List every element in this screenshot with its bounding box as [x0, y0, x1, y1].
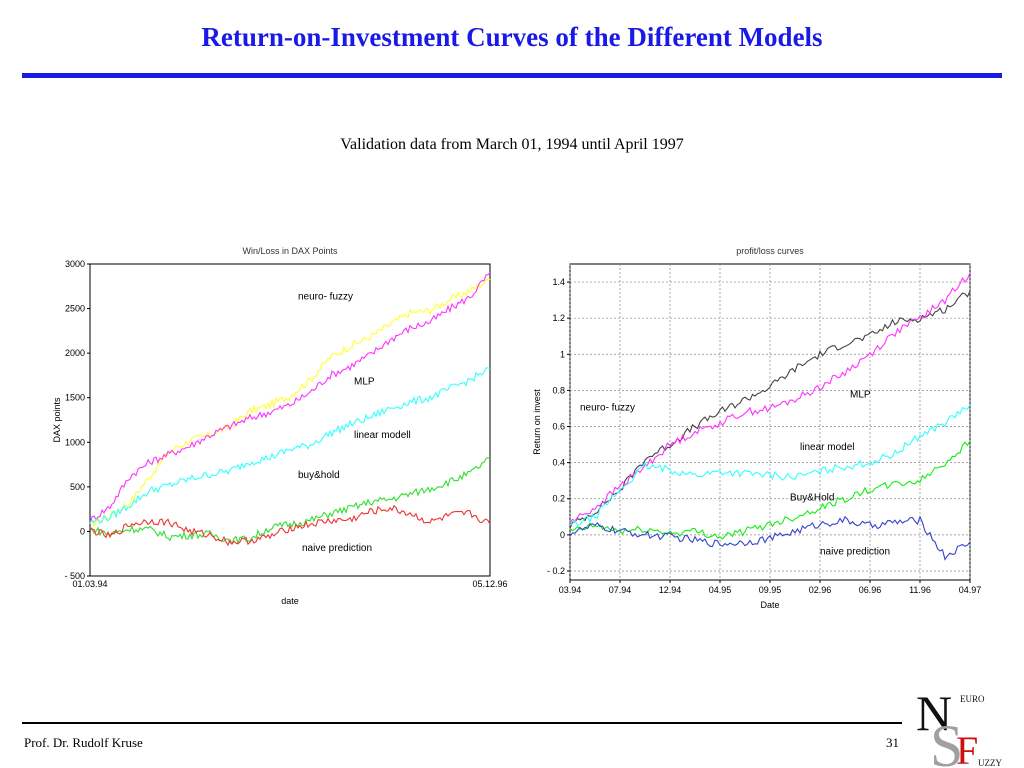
chart0-title: Win/Loss in DAX Points [242, 246, 338, 256]
chart0-y-tick-label-0: 3000 [65, 259, 85, 269]
logo-letter-s: S [930, 713, 963, 768]
chart0-y-tick-label-1: 2500 [65, 304, 85, 314]
chart0-x-tick-label-0: 01.03.94 [72, 579, 107, 589]
chart0-y-tick-label-3: 1500 [65, 393, 85, 403]
chart0-annotation-2: linear modell [354, 430, 411, 441]
chart0-y-tick-label-2: 2000 [65, 348, 85, 358]
chart1-x-tick-label-8: 04.97 [959, 585, 982, 595]
chart1-series-line-2 [569, 404, 971, 526]
footer-author: Prof. Dr. Rudolf Kruse [24, 735, 143, 750]
chart1-x-tick-label-4: 09.95 [759, 585, 782, 595]
logo-uzzy-text: UZZY [978, 758, 1002, 768]
chart1-y-tick-label-8: - 0.2 [547, 566, 565, 576]
footer-rule [22, 722, 902, 724]
chart1-x-tick-label-6: 06.96 [859, 585, 882, 595]
chart1-annotation-3: Buy&Hold [790, 493, 834, 504]
chart1-x-tick-label-1: 07.94 [609, 585, 632, 595]
chart1-y-tick-label-7: 0 [560, 530, 565, 540]
chart1-series-line-3 [569, 440, 971, 540]
chart0-series-line-2 [89, 367, 491, 524]
profit-loss-chart: profit/loss curves 1.4 1.2 1 0.8 0.6 0.4 0.2 0 - … [525, 240, 995, 610]
profit-loss-chart-svg: profit/loss curves 1.4 1.2 1 0.8 0.6 0.4 0.2 0 - … [532, 246, 982, 610]
chart0-series-line-1 [89, 272, 491, 524]
chart0-series-line-0 [89, 278, 491, 527]
chart1-x-tick-label-5: 02.96 [809, 585, 832, 595]
chart1-title: profit/loss curves [736, 246, 804, 256]
dax-points-chart-svg: Win/Loss in DAX Points 3000 2500 2000 1500 10… [52, 246, 508, 606]
chart1-y-tick-label-6: 0.2 [552, 494, 565, 504]
chart1-series-line-4 [569, 515, 971, 561]
chart0-series-line-3 [89, 457, 491, 546]
chart0-series-line-4 [89, 504, 491, 547]
chart1-y-axis-label: Return on invest [532, 389, 542, 455]
chart0-annotation-3: buy&hold [298, 470, 340, 481]
title-rule [22, 73, 1002, 78]
chart1-series-line-0 [569, 290, 971, 529]
chart1-annotation-2: linear model [800, 442, 854, 453]
chart1-annotation-4: naive prediction [820, 547, 890, 558]
chart0-annotation-1: MLP [354, 376, 375, 387]
chart0-y-tick-label-5: 500 [70, 482, 85, 492]
chart1-y-tick-label-2: 1 [560, 349, 565, 359]
chart1-x-tick-label-2: 12.94 [659, 585, 682, 595]
logo-letter-f: F [956, 728, 978, 768]
chart0-y-tick-label-4: 1000 [65, 437, 85, 447]
chart1-y-tick-label-1: 1.2 [552, 313, 565, 323]
chart1-annotation-1: MLP [850, 390, 871, 401]
slide-title: Return-on-Investment Curves of the Diffe… [201, 22, 823, 52]
chart0-y-axis-label: DAX points [52, 397, 62, 443]
chart1-annotation-0: neuro- fuzzy [580, 402, 635, 413]
chart0-y-tick-label-6: 0 [80, 526, 85, 536]
slide-subtitle: Validation data from March 01, 1994 unti… [340, 136, 684, 153]
chart0-annotation-4: naive prediction [302, 543, 372, 554]
chart1-x-tick-label-0: 03.94 [559, 585, 582, 595]
logo-letter-n: N [916, 685, 952, 741]
chart1-y-tick-label-3: 0.8 [552, 385, 565, 395]
chart1-y-tick-label-5: 0.4 [552, 458, 565, 468]
chart1-x-axis-label: Date [760, 600, 779, 610]
chart0-x-axis-label: date [281, 596, 299, 606]
nsf-logo: N S F EURO UZZY [916, 685, 1002, 768]
chart1-y-tick-label-4: 0.6 [552, 422, 565, 432]
chart1-y-tick-label-0: 1.4 [552, 277, 565, 287]
page-number: 31 [886, 735, 899, 750]
chart0-plot-frame [89, 263, 491, 577]
chart1-x-tick-label-7: 11.96 [909, 585, 931, 595]
dax-points-chart: Win/Loss in DAX Points 3000 2500 2000 1500 10… [40, 240, 510, 610]
logo-euro-text: EURO [960, 694, 985, 704]
chart0-x-tick-label-1: 05.12.96 [472, 579, 507, 589]
chart0-annotation-0: neuro- fuzzy [298, 292, 353, 303]
chart0-y-tick-label-7: - 500 [64, 571, 85, 581]
chart1-x-tick-label-3: 04.95 [709, 585, 732, 595]
